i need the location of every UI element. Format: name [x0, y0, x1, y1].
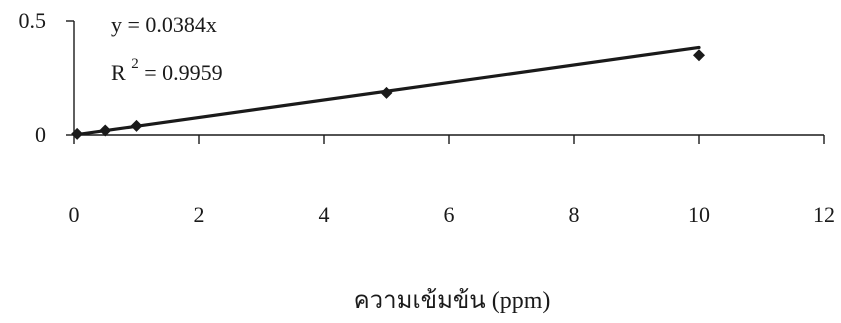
x-tick-label: 0 [69, 202, 80, 227]
x-tick-label: 8 [569, 202, 580, 227]
x-tick-label: 6 [444, 202, 455, 227]
x-tick-label: 4 [319, 202, 330, 227]
r-squared-superscript: 2 [131, 56, 139, 72]
data-point [71, 127, 84, 140]
data-point [693, 49, 705, 62]
data-point [130, 119, 143, 132]
r-squared-symbol: R [111, 60, 126, 85]
x-tick-label: 12 [813, 202, 835, 227]
x-tick-label: 2 [194, 202, 205, 227]
x-axis-title: ความเข้มข้น (ppm) [354, 288, 551, 314]
data-point [380, 86, 393, 99]
y-tick-label: 0 [35, 122, 46, 147]
r-squared-value: = 0.9959 [144, 60, 222, 85]
axes [66, 20, 825, 144]
y-tick-labels: 00.5 [19, 8, 47, 147]
r-squared-label: R 2 = 0.9959 [111, 48, 223, 85]
x-tick-label: 10 [688, 202, 710, 227]
y-tick-label: 0.5 [19, 8, 47, 33]
data-point [99, 124, 112, 137]
trendline-equation: y = 0.0384x [111, 12, 217, 37]
data-points [71, 49, 705, 140]
x-tick-labels: 0 2 4 6 8 10 12 [69, 202, 836, 227]
